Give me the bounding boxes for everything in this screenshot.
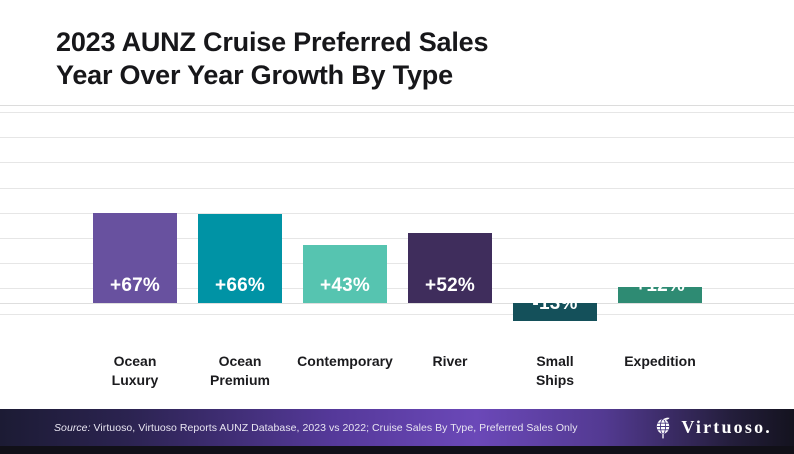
bar-group[interactable]: -13% (513, 106, 597, 351)
category-label-line: Ocean (218, 353, 262, 369)
bar-value-label: +43% (320, 275, 370, 296)
bar-value-label: -13% (532, 292, 578, 314)
category-label-line: Premium (210, 372, 270, 388)
bar-group[interactable]: +67% (93, 106, 177, 351)
globe-icon (657, 417, 670, 438)
gridline (0, 187, 794, 189)
bar-group[interactable]: +66% (198, 106, 282, 351)
category-label-line: Luxury (111, 372, 159, 388)
bar-group[interactable]: +43% (303, 106, 387, 351)
bar[interactable] (198, 214, 282, 303)
source-label: Source: (54, 421, 91, 434)
bottom-strip (0, 446, 794, 454)
footer-source-note: Source: Virtuoso, Virtuoso Reports AUNZ … (54, 409, 578, 446)
bar-value-label: +52% (425, 275, 475, 296)
bar[interactable] (618, 286, 702, 303)
bar[interactable] (408, 233, 492, 303)
category-label: Contemporary (285, 352, 405, 371)
title-line-2: Year Over Year Growth By Type (56, 60, 453, 90)
category-label: Ocean Luxury (75, 352, 195, 390)
bar[interactable] (93, 212, 177, 303)
title-line-1: 2023 AUNZ Cruise Preferred Sales (56, 27, 489, 57)
bar-group[interactable]: +12% (618, 106, 702, 351)
gridline (0, 313, 794, 315)
category-label-line: Expedition (624, 353, 696, 369)
bar-value-label: +12% (635, 275, 685, 296)
gridline (0, 263, 794, 265)
gridline (0, 137, 794, 139)
gridline (0, 238, 794, 239)
category-label-line: River (432, 353, 468, 369)
chart-plot-area: +67% +66% +43% +52% -13% +12% (0, 106, 794, 351)
source-text: Virtuoso, Virtuoso Reports AUNZ Database… (93, 421, 578, 434)
page-title: 2023 AUNZ Cruise Preferred Sales Year Ov… (56, 26, 756, 92)
bar[interactable] (303, 245, 387, 303)
gridline (0, 212, 794, 214)
chart-zero-baseline (0, 303, 794, 304)
bar-value-label: +67% (110, 275, 160, 296)
category-label-line: Small (536, 353, 574, 369)
category-label: Small Ships (495, 352, 615, 390)
category-label: Ocean Premium (180, 352, 300, 390)
virtuoso-logo: Virtuoso. (653, 409, 772, 446)
title-divider (0, 105, 794, 106)
gridline (0, 162, 794, 164)
category-label: Expedition (600, 352, 720, 371)
category-label-line: Ocean (113, 353, 157, 369)
footer-bar: Source: Virtuoso, Virtuoso Reports AUNZ … (0, 409, 794, 446)
category-label: River (390, 352, 510, 371)
bar-value-label: +66% (215, 275, 265, 296)
gridline (0, 288, 794, 290)
category-label-line: Ships (535, 372, 575, 388)
logo-wordmark: Virtuoso. (681, 417, 772, 437)
chart-category-labels: Ocean Luxury Ocean Premium Contemporary River… (0, 352, 794, 404)
bar[interactable] (513, 303, 597, 321)
chart-bars: +67% +66% +43% +52% -13% +12% (0, 106, 794, 351)
gridline (0, 112, 794, 113)
bar-group[interactable]: +52% (408, 106, 492, 351)
category-label-line: Contemporary (297, 353, 393, 369)
